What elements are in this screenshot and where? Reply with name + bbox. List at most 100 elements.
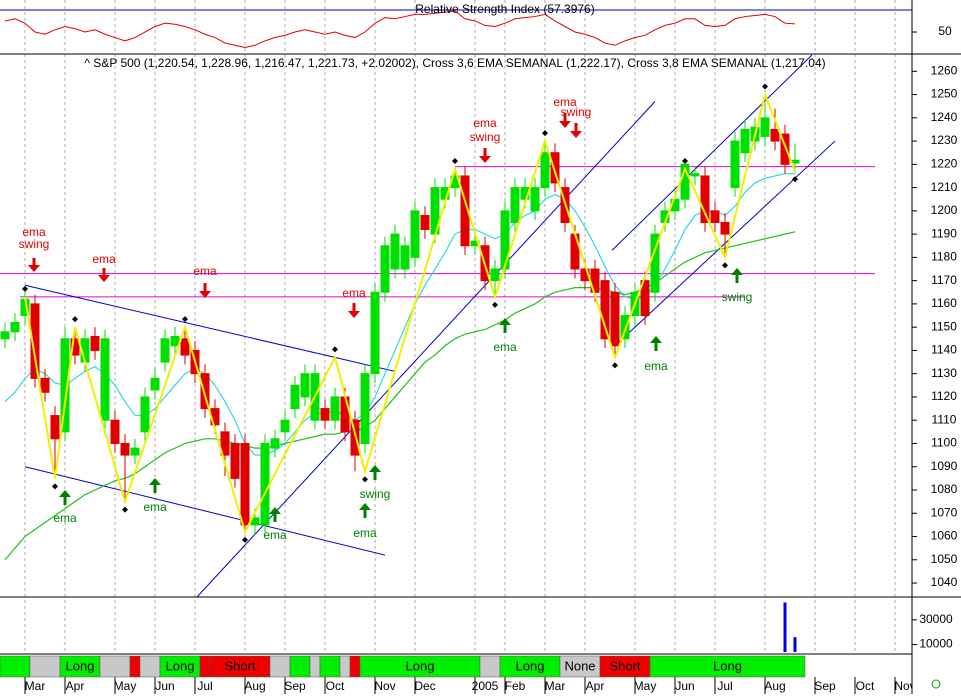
rsi-line (4, 10, 796, 48)
y-tick-label: 1220 (931, 157, 958, 171)
y-tick-label: 1040 (931, 575, 958, 589)
annotation: ema (553, 95, 577, 109)
candle-body (700, 175, 710, 223)
signal-arrow-head (98, 275, 110, 282)
candle-body (360, 373, 370, 444)
x-tick-label: Mar (25, 679, 46, 693)
candle-body (160, 338, 170, 363)
candle-body (100, 338, 110, 421)
signal-segment (339, 655, 351, 678)
y-tick-label: 1080 (931, 482, 958, 496)
candle-body (770, 128, 780, 142)
y-tick-label: 1260 (931, 63, 958, 77)
x-tick-label: May (114, 679, 137, 693)
y-tick-label: 1170 (931, 273, 957, 287)
signal-arrow-head (559, 121, 571, 128)
x-tick-label: Apr (586, 679, 605, 693)
candle-body (510, 187, 520, 223)
y-tick-label: 1210 (931, 180, 958, 194)
x-tick-label: Jul (717, 679, 732, 693)
x-tick-label: Aug (244, 679, 265, 693)
candle-body (350, 419, 360, 456)
trend-line (196, 101, 656, 598)
pivot-marker (332, 346, 338, 353)
annotation: swing (561, 105, 592, 119)
pivot-marker (452, 157, 458, 164)
y-tick-label: 1090 (931, 459, 958, 473)
candle-body (270, 438, 280, 449)
pivot-marker (762, 83, 768, 90)
pivot-marker (52, 483, 58, 490)
candle-body (330, 396, 340, 421)
candle-body (600, 280, 610, 340)
signal-segment (99, 655, 131, 678)
y-tick-label: 1240 (931, 110, 958, 124)
candle-body (120, 442, 130, 456)
candle-body (240, 442, 250, 526)
candle-body (730, 140, 740, 189)
y-tick-label: 10000 (919, 637, 953, 651)
annotation: ema (353, 526, 377, 540)
y-tick-label: 1050 (931, 552, 958, 566)
signal-segment (129, 655, 141, 678)
trend-line (24, 466, 386, 556)
x-tick-label: Mar (545, 679, 566, 693)
signal-segment (319, 655, 341, 678)
signal-segment (649, 655, 806, 678)
candle-body (10, 322, 20, 333)
y-tick-label: 1150 (931, 319, 957, 333)
zigzag-line (24, 91, 796, 535)
y-tick-label: 1120 (931, 389, 957, 403)
signal-segment (479, 655, 501, 678)
pivot-marker (792, 176, 798, 183)
candle-body (640, 280, 650, 317)
candle-body (620, 315, 630, 340)
x-tick-label: Nov (894, 679, 915, 693)
y-tick-label: 1060 (931, 529, 958, 543)
annotation: ema (53, 511, 77, 525)
pivot-marker (542, 130, 548, 137)
x-tick-label: 2005 (472, 679, 499, 693)
candle-body (70, 338, 80, 356)
signal-label: None (564, 658, 595, 673)
signal-label: Short (609, 658, 640, 673)
y-tick-label: 1160 (931, 296, 957, 310)
candle-body (760, 117, 770, 137)
annotation: ema (473, 116, 497, 130)
candle-body (740, 128, 750, 154)
signal-segment (349, 655, 361, 678)
candle-body (320, 408, 330, 421)
candle-body (410, 210, 420, 258)
annotation: swing (19, 237, 50, 251)
x-tick-label: Nov (374, 679, 395, 693)
x-tick-label: Jun (675, 679, 694, 693)
y-tick-label: 1230 (931, 133, 958, 147)
candle-body (300, 373, 310, 398)
y-tick-label: 1100 (931, 436, 957, 450)
candle-body (180, 338, 190, 356)
annotation: ema (143, 500, 167, 514)
signal-arrow-head (499, 318, 511, 325)
x-tick-label: Jun (155, 679, 174, 693)
signal-arrow-head (570, 131, 582, 138)
y-tick-label: 1180 (931, 250, 957, 264)
candle-body (530, 187, 540, 212)
y-tick-label: 1190 (931, 226, 957, 240)
annotation: ema (493, 340, 517, 354)
y-tick-label: 1250 (931, 87, 958, 101)
candle-body (390, 233, 400, 270)
annotation: ema (22, 225, 46, 239)
pivot-marker (22, 285, 28, 292)
signal-label: Long (66, 658, 95, 673)
signal-segment (29, 655, 61, 678)
rsi-title: Relative Strength Index (57.3976) (415, 2, 594, 16)
annotation: swing (360, 487, 391, 501)
candle-body (30, 303, 40, 379)
annotation: ema (92, 252, 116, 266)
signal-arrow-head (28, 265, 40, 272)
candle-body (420, 215, 430, 230)
pivot-marker (492, 301, 498, 308)
signal-arrow-head (369, 465, 381, 472)
candle-body (150, 377, 160, 391)
